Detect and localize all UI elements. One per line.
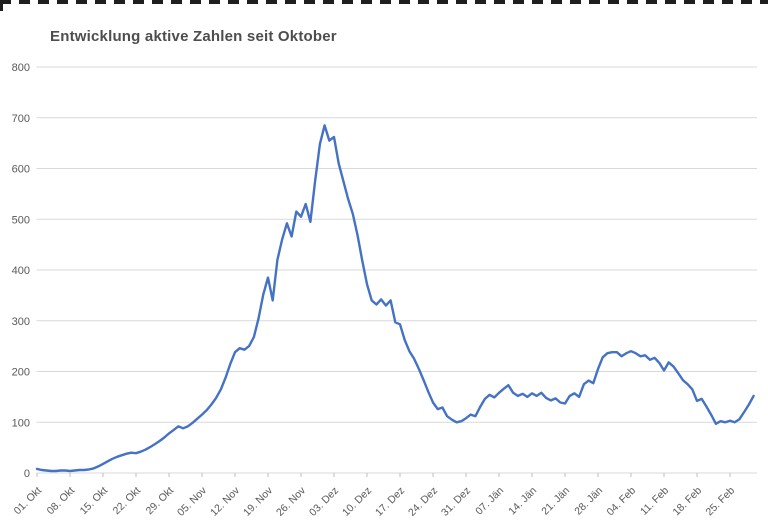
y-axis-label: 400 <box>12 265 30 277</box>
x-axis-label: 01. Okt <box>12 485 44 517</box>
y-axis-label: 500 <box>12 214 30 226</box>
y-axis-label: 200 <box>12 367 30 379</box>
chart-title: Entwicklung aktive Zahlen seit Oktober <box>50 28 337 45</box>
x-axis-label: 31. Dez <box>439 485 473 519</box>
y-axis-label: 800 <box>12 62 30 74</box>
y-axis-label: 0 <box>24 468 30 480</box>
y-axis-label: 600 <box>12 164 30 176</box>
y-axis-label: 300 <box>12 316 30 328</box>
x-axis-label: 10. Dez <box>340 485 374 519</box>
x-axis-label: 26. Nov <box>274 484 309 519</box>
x-axis-label: 03. Dez <box>307 485 341 519</box>
data-series-line <box>35 124 755 473</box>
x-axis-label: 19. Nov <box>241 484 276 519</box>
x-axis-label: 25. Feb <box>703 485 737 519</box>
y-axis-label: 100 <box>12 417 30 429</box>
x-axis-label: 14. Jän <box>506 485 539 518</box>
x-axis-label: 21. Jän <box>539 485 572 518</box>
x-axis-label: 28. Jän <box>572 485 605 518</box>
x-axis-label: 17. Dez <box>373 485 407 519</box>
y-axis-label: 700 <box>12 113 30 125</box>
x-axis-label: 11. Feb <box>638 485 671 518</box>
cropped-row-artifact <box>0 0 768 4</box>
x-axis-label: 07. Jän <box>473 485 506 518</box>
x-axis-label: 12. Nov <box>208 484 243 519</box>
x-axis-label: 22. Okt <box>111 485 143 517</box>
x-axis-label: 18. Feb <box>670 485 704 519</box>
x-axis-label: 05. Nov <box>175 484 210 519</box>
x-axis-label: 08. Okt <box>45 485 77 517</box>
x-axis-label: 15. Okt <box>78 485 110 517</box>
x-axis-label: 24. Dez <box>406 485 440 519</box>
x-axis-label: 29. Okt <box>144 485 176 517</box>
x-axis-label: 04. Feb <box>604 485 638 519</box>
cropped-row-artifact-left-mark <box>0 0 3 11</box>
